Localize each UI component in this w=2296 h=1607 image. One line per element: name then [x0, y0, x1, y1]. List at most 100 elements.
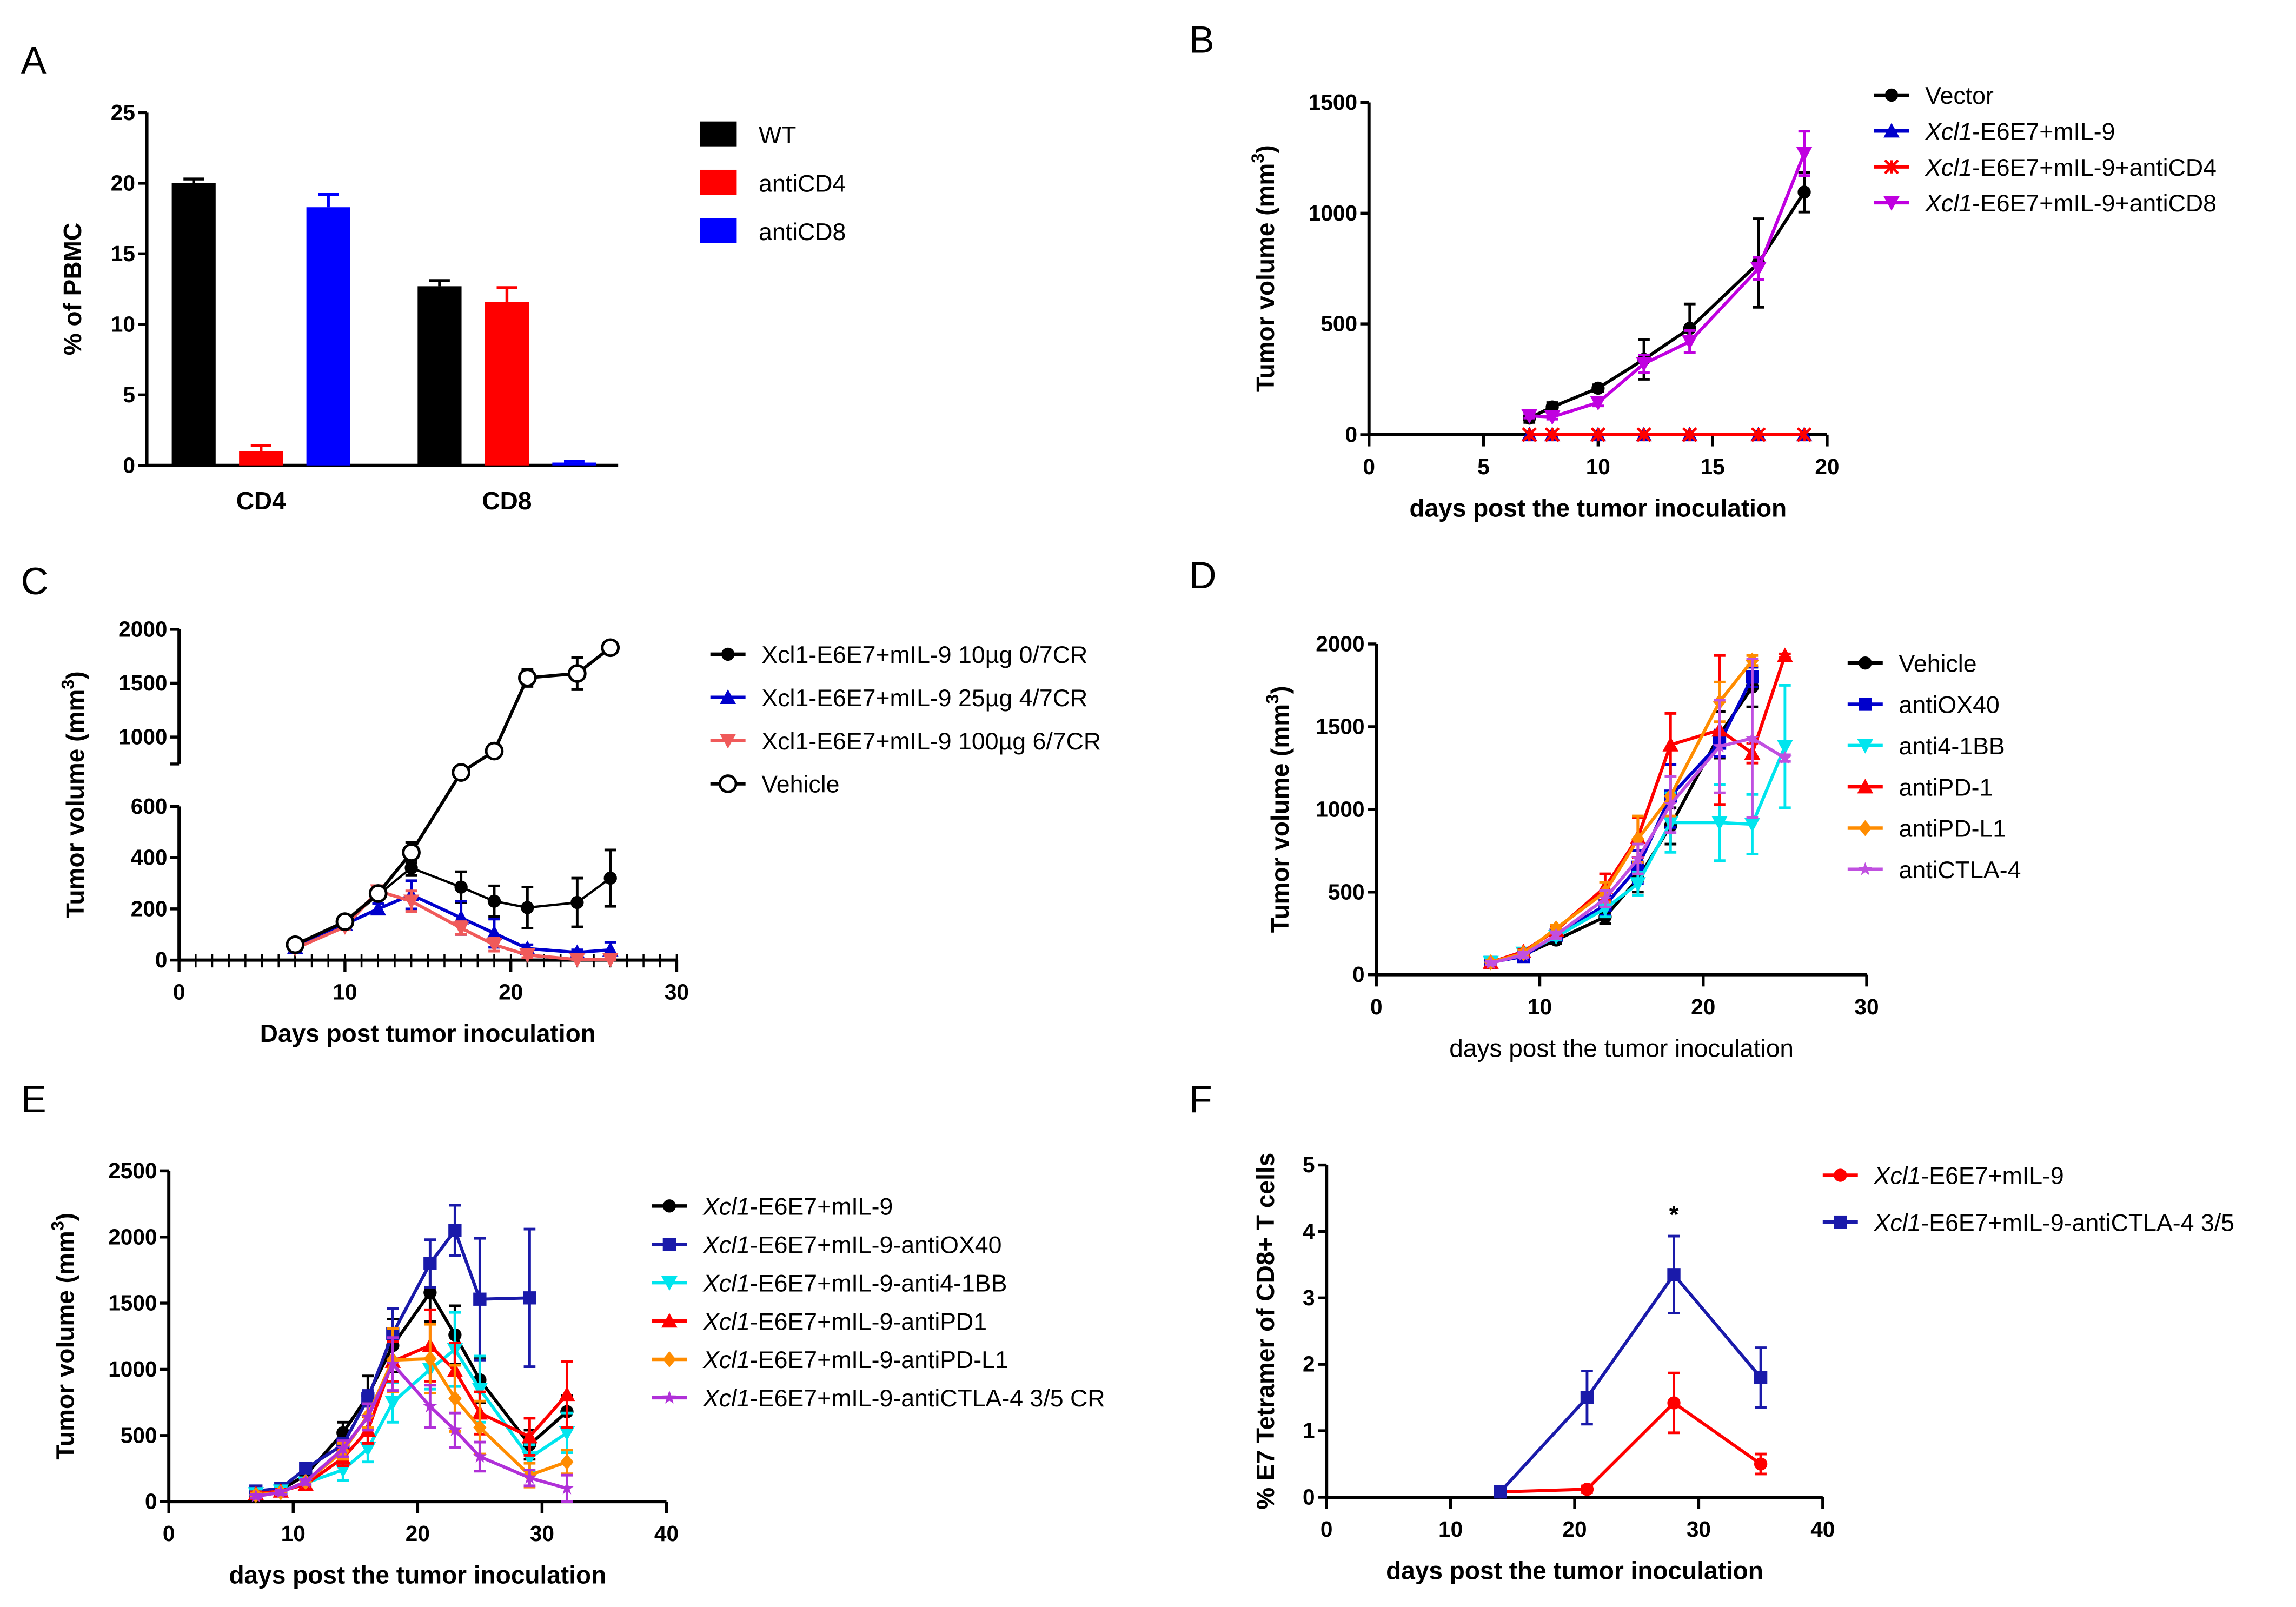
legend-label: Xcl1-E6E7+mIL-9 25µg 4/7CR [761, 685, 1087, 712]
legend-label: Xcl1-E6E7+mIL-9-antiPD-L1 [702, 1347, 1008, 1373]
data-point [286, 935, 305, 954]
y-tick-label: 600 [131, 794, 168, 819]
legend-label: antiCD8 [759, 219, 846, 245]
legend-label: Xcl1-E6E7+mIL-9+antiCD4 [1925, 155, 2217, 181]
y-axis-title-main: Tumor volume (mm [1251, 163, 1279, 392]
data-point [1712, 739, 1727, 753]
data-point [1663, 797, 1678, 811]
category-label: CD8 [482, 487, 532, 515]
x-tick-label: 40 [654, 1521, 679, 1546]
legend-label: Xcl1-E6E7+mIL-9-antiOX40 [702, 1232, 1001, 1259]
data-point [423, 1286, 437, 1299]
significance-marker: * [1669, 1200, 1679, 1229]
x-tick-label: 20 [1562, 1517, 1587, 1542]
y-tick-label: 1500 [108, 1291, 157, 1316]
legend-label-italic: Xcl1 [1925, 190, 1972, 217]
y-tick-label: 0 [155, 947, 168, 972]
legend-label: Xcl1-E6E7+mIL-9 10µg 0/7CR [761, 642, 1087, 668]
x-tick-label: 0 [1370, 994, 1383, 1019]
bar-antiCD8-CD8 [552, 462, 596, 466]
x-tick-label: 0 [163, 1521, 175, 1546]
data-point [299, 1462, 313, 1476]
legend-marker [1883, 196, 1900, 211]
legend-label: Vector [1925, 83, 1994, 109]
series-2 [1522, 427, 1812, 442]
y-tick-label: 0 [145, 1489, 157, 1514]
legend-label: Vehicle [761, 772, 839, 798]
legend-marker [1859, 820, 1872, 836]
y-axis-title: Tumor volume (mm3) [58, 671, 89, 918]
legend-label-italic: Xcl1 [1925, 155, 1972, 181]
x-tick-label: 10 [333, 980, 357, 1005]
x-axis-title: days post the tumor inoculation [1409, 494, 1787, 522]
y-tick-label: 1500 [1316, 714, 1364, 739]
data-point [402, 843, 421, 862]
data-point [1754, 1457, 1768, 1471]
legend-label: antiPD-1 [1899, 774, 1993, 801]
data-point [1777, 751, 1792, 764]
legend-label: antiPD-L1 [1899, 816, 2007, 842]
legend-marker [1883, 123, 1900, 138]
legend-label: Xcl1-E6E7+mIL-9-antiPD1 [702, 1309, 987, 1335]
data-point [1590, 427, 1606, 442]
legend-label: Xcl1-E6E7+mIL-9-anti4-1BB [702, 1270, 1007, 1297]
error-bar [183, 177, 204, 183]
data-point [1796, 147, 1813, 162]
legend-label-text: -E6E7+mIL-9 [1921, 1163, 2063, 1190]
data-point [560, 1481, 574, 1495]
x-tick-label: 10 [281, 1521, 306, 1546]
legend-marker [662, 1199, 676, 1213]
y-tick-label: 2000 [1316, 631, 1364, 656]
series-5 [249, 1336, 574, 1503]
data-point [1549, 927, 1563, 941]
legend-label-text: antiOX40 [1899, 692, 2000, 719]
y-axis-title-main: Tumor volume (mm [61, 689, 89, 918]
axes: 0 500 1000 1500 2000 2500 0 10 20 30 40 days post t… [48, 1158, 679, 1589]
y-tick-label: 3 [1303, 1285, 1315, 1310]
data-point [1776, 647, 1793, 662]
data-point [423, 1350, 437, 1367]
data-point [1667, 1396, 1681, 1410]
data-point [601, 638, 620, 658]
legend-label-text: -E6E7+mIL-9-antiPD1 [750, 1309, 987, 1335]
y-tick-label: 15 [111, 241, 135, 266]
data-point [448, 1390, 462, 1407]
data-point [1598, 891, 1612, 905]
data-point [1580, 1483, 1594, 1496]
category-label: CD4 [236, 487, 286, 515]
panel-F: F 0 1 2 3 4 5 0 10 20 30 40 days post the tumor inoc… [1189, 1078, 2234, 1584]
data-point [472, 1382, 488, 1398]
data-point [1796, 427, 1812, 442]
y-axis-title-main: Tumor volume (mm [51, 1231, 79, 1459]
legend-marker [662, 1238, 676, 1251]
legend-marker [1884, 88, 1899, 102]
error-bar [429, 279, 450, 287]
data-point [453, 921, 469, 937]
legend-label: antiOX40 [1899, 692, 2000, 719]
panel-letter: B [1189, 18, 1215, 61]
data-point [1662, 736, 1679, 752]
data-point [1545, 400, 1559, 414]
data-point [370, 900, 387, 916]
legend: Xcl1-E6E7+mIL-9Xcl1-E6E7+mIL-9-antiOX40X… [652, 1194, 1105, 1412]
y-tick-label: 1 [1303, 1418, 1315, 1443]
data-point [485, 741, 504, 761]
data-point [448, 1224, 462, 1237]
legend-label-text: Xcl1-E6E7+mIL-9 100µg 6/7CR [761, 728, 1101, 755]
legend-label: Xcl1-E6E7+mIL-9 [1925, 118, 2115, 145]
data-point [274, 1485, 288, 1498]
y-axis-title: % of PBMC [58, 223, 87, 355]
data-point [1629, 877, 1646, 892]
data-point [1754, 1371, 1768, 1384]
axes: 0 500 1000 1500 2000 0 10 20 30 days post the tum… [1263, 631, 1879, 1062]
data-point [473, 1292, 487, 1306]
legend: Xcl1-E6E7+mIL-9Xcl1-E6E7+mIL-9-antiCTLA-… [1822, 1163, 2234, 1236]
y-tick-label: 500 [1328, 879, 1365, 904]
data-point [473, 1449, 487, 1463]
y-axis-title-end: ) [51, 1213, 79, 1221]
y-tick-label: 4 [1303, 1219, 1315, 1244]
data-point [1681, 335, 1698, 350]
x-axis-title: days post the tumor inoculation [1386, 1557, 1763, 1585]
panel-letter: C [21, 560, 49, 602]
y-axis-title-superscript: 3 [1263, 694, 1282, 704]
